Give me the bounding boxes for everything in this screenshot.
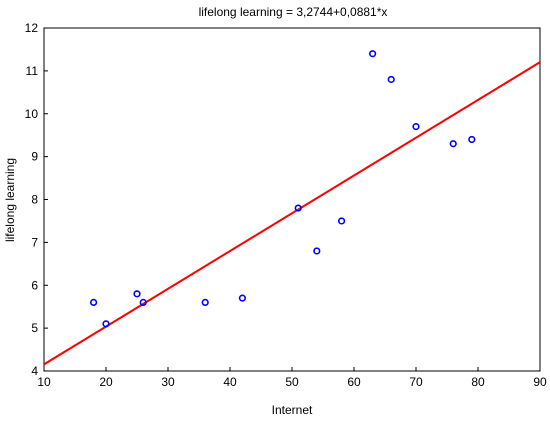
y-tick-label: 8 <box>31 193 38 207</box>
data-point <box>369 50 377 58</box>
data-point <box>201 298 209 307</box>
y-tick-label: 10 <box>25 107 39 121</box>
data-point <box>313 247 321 255</box>
data-point <box>449 140 457 148</box>
y-axis-title: lifelong learning <box>3 158 17 242</box>
data-point <box>133 290 141 298</box>
data-point <box>294 204 302 212</box>
y-tick-label: 4 <box>31 364 38 378</box>
y-tick-label: 5 <box>31 321 38 335</box>
data-point <box>338 217 346 225</box>
x-axis: 10 20 30 40 50 60 70 80 90 <box>37 367 547 389</box>
data-point <box>468 135 476 144</box>
x-axis-title: Internet <box>272 403 313 417</box>
y-tick-label: 9 <box>31 150 38 164</box>
x-tick-label: 70 <box>409 375 423 389</box>
y-tick-label: 12 <box>25 21 39 35</box>
y-axis: 4 5 6 7 8 9 10 11 12 <box>25 21 48 378</box>
chart-title: lifelong learning = 3,2744+0,0881*x <box>199 5 388 19</box>
data-point <box>89 298 98 307</box>
x-tick-label: 80 <box>471 375 485 389</box>
y-tick-label: 7 <box>31 235 38 249</box>
y-tick-label: 11 <box>26 64 39 78</box>
y-tick-label: 6 <box>31 278 38 292</box>
regression-line <box>44 61 540 366</box>
data-point <box>238 294 246 302</box>
x-tick-label: 20 <box>99 375 113 389</box>
data-point <box>412 123 420 131</box>
x-tick-label: 30 <box>161 375 175 389</box>
x-tick-label: 50 <box>285 375 299 389</box>
data-point <box>139 298 147 307</box>
x-tick-label: 90 <box>533 375 547 389</box>
data-point <box>102 320 110 328</box>
data-point <box>387 75 395 84</box>
x-tick-label: 40 <box>223 375 237 389</box>
x-tick-label: 10 <box>37 375 51 389</box>
x-tick-label: 60 <box>347 375 361 389</box>
